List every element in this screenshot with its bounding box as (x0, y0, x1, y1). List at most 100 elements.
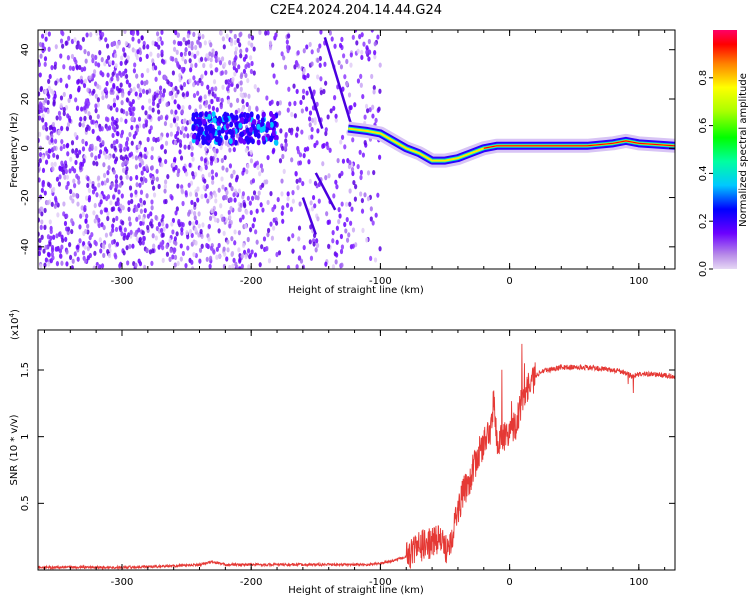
spectrogram-speckle (87, 100, 91, 107)
spectrogram-speckle (172, 39, 176, 45)
spectrogram-speckle (198, 43, 202, 49)
spectrogram-speckle (83, 105, 87, 111)
spectrogram-speckle (102, 252, 106, 259)
spectrogram-speckle (179, 256, 183, 262)
spectrogram-speckle (75, 173, 79, 179)
spectrogram-speckle (173, 262, 177, 268)
spectrogram-speckle (210, 86, 214, 92)
spectrogram-speckle (106, 211, 110, 217)
spectrogram-speckle (339, 248, 344, 255)
spectrogram-speckle (134, 91, 138, 97)
spectrogram-speckle (245, 169, 249, 175)
spectrogram-speckle (38, 91, 41, 97)
spectrogram-speckle (182, 36, 186, 43)
spectrogram-speckle (246, 163, 250, 169)
spectrogram-speckle (43, 61, 47, 67)
spectrogram-speckle (38, 245, 42, 251)
spectrogram-speckle (97, 217, 101, 223)
spectrogram-speckle (68, 93, 73, 100)
spectrogram-speckle (310, 126, 314, 133)
spectrogram-speckle (210, 98, 214, 105)
spectrogram-speckle (83, 206, 87, 213)
spectrogram-speckle (260, 167, 264, 173)
spectrogram-speckle (238, 32, 242, 38)
spectrogram-speckle (47, 153, 51, 160)
spectrogram-speckle (110, 87, 114, 93)
spectrogram-speckle (157, 109, 161, 115)
spectrogram-streak (314, 172, 337, 211)
spectrogram-speckle (242, 167, 246, 173)
spectrogram-speckle (291, 190, 295, 196)
spectrogram-speckle (291, 248, 295, 254)
spectrogram-speckle (67, 35, 71, 41)
spectrogram-speckle (142, 166, 146, 172)
spectrogram-speckle (194, 226, 198, 233)
spectrogram-speckle (81, 211, 85, 217)
spectrogram-speckle (296, 185, 300, 191)
spectrogram-speckle (64, 40, 68, 46)
spectrogram-blob (201, 139, 206, 146)
spectrogram-speckle (126, 55, 130, 61)
spectrogram-speckle (51, 121, 56, 128)
spectrogram-speckle (128, 185, 133, 191)
spectrogram-speckle (70, 38, 75, 45)
spectrogram-speckle (344, 201, 349, 207)
spectrogram-speckle (105, 43, 110, 49)
spectrogram-speckle (325, 211, 329, 217)
spectrogram-speckle (116, 197, 120, 203)
spectrogram-speckle (191, 171, 195, 177)
spectrogram-speckle (164, 198, 168, 205)
spectrogram-speckle (134, 231, 138, 237)
spectrogram-speckle (73, 251, 77, 257)
spectrogram-speckle (128, 243, 132, 250)
spectrogram-speckle (107, 104, 111, 110)
spectrogram-speckle (241, 93, 245, 100)
spectrogram-blob (271, 130, 276, 137)
spectrogram-speckle (356, 78, 361, 84)
spectrogram-speckle (225, 167, 229, 173)
spectrogram-speckle (305, 106, 309, 112)
spectrogram-speckle (140, 72, 144, 79)
spectrogram-blob (204, 129, 209, 136)
spectrogram-speckle (126, 146, 130, 152)
spectrogram-speckle (119, 82, 123, 88)
spectrogram-speckle (172, 118, 177, 124)
spectrogram-speckle (88, 243, 93, 249)
spectrogram-speckle (319, 30, 323, 35)
spectrogram-speckle (170, 109, 174, 115)
spectrogram-speckle (255, 208, 259, 214)
snr-plot-area (38, 330, 675, 570)
spectrogram-speckle (198, 104, 202, 110)
spectrogram-speckle (39, 86, 43, 93)
spectrogram-speckle (206, 198, 210, 204)
spectrogram-speckle (280, 191, 284, 197)
spectrogram-speckle (343, 144, 347, 150)
spectrogram-speckle (118, 225, 122, 231)
spectrogram-speckle (132, 134, 136, 140)
spectrogram-speckle (120, 129, 125, 135)
spectrogram-speckle (38, 115, 42, 121)
spectrogram-speckle (222, 230, 226, 236)
snr-multiplier-text: (x104) (8, 309, 21, 340)
spectrogram-speckle (161, 232, 165, 238)
spectrogram-speckle (266, 232, 270, 238)
colorbar-tick-label: 0.0 (698, 261, 709, 277)
spectrogram-speckle (160, 162, 164, 168)
spectrogram-speckle (200, 81, 204, 87)
spectrogram-speckle (372, 89, 376, 95)
spectrogram-speckle (288, 127, 292, 133)
spectrogram-speckle (337, 207, 341, 213)
spectrogram-speckle (371, 113, 375, 119)
spectrogram-speckle (145, 150, 149, 156)
spectrogram-speckle (49, 228, 53, 235)
spectrogram-speckle (45, 150, 49, 156)
spectrogram-speckle (308, 178, 312, 184)
spectrogram-speckle (351, 227, 356, 233)
spectrogram-speckle (62, 106, 66, 113)
spectrogram-speckle (60, 244, 64, 250)
spectrogram-speckle (170, 94, 175, 101)
spectrogram-speckle (169, 122, 173, 129)
spectrogram-speckle (373, 41, 377, 47)
spectrogram-speckle (86, 223, 90, 229)
spectrogram-speckle (40, 187, 44, 193)
